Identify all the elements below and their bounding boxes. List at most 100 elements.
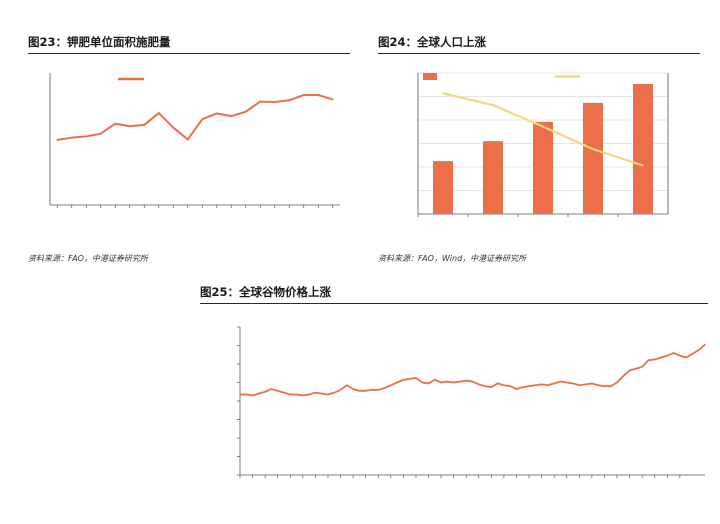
fig23-data-point bbox=[99, 132, 102, 135]
fig25-data-point bbox=[283, 392, 285, 394]
fig23-data-point bbox=[302, 94, 305, 96]
fig25-data-point bbox=[258, 393, 260, 395]
fig25-data-point bbox=[698, 349, 700, 351]
fig25-data-point bbox=[660, 356, 662, 359]
fig25-data-point bbox=[346, 384, 348, 386]
fig23-data-point bbox=[273, 101, 276, 103]
fig25-data-point bbox=[339, 389, 342, 391]
fig25-data-point bbox=[528, 385, 530, 387]
fig23-data-point bbox=[215, 112, 218, 115]
fig25-data-point bbox=[628, 369, 631, 372]
fig25-data-point bbox=[459, 380, 461, 383]
fig25-data-point bbox=[490, 386, 492, 388]
fig25-data-point bbox=[635, 368, 637, 370]
fig24-growth-point bbox=[642, 164, 644, 167]
fig24-bar bbox=[583, 102, 603, 214]
fig25-data-point bbox=[578, 384, 580, 386]
fig25-data-point bbox=[427, 382, 430, 385]
fig25-data-point bbox=[314, 392, 317, 394]
fig23-data-point bbox=[230, 115, 233, 117]
fig25-data-point bbox=[371, 389, 373, 391]
fig25-data-point bbox=[321, 393, 323, 395]
fig25-data-point bbox=[352, 388, 354, 390]
fig25-data-point bbox=[264, 391, 266, 393]
fig25-data-point bbox=[289, 393, 291, 396]
fig24-growth-point bbox=[542, 125, 544, 128]
fig25-series-line bbox=[240, 343, 706, 397]
fig25-data-point bbox=[421, 381, 423, 384]
fig25-data-point bbox=[302, 394, 304, 397]
fig25-data-point bbox=[522, 386, 524, 388]
fig25-data-point bbox=[415, 377, 417, 379]
fig25-title: 图25：全球谷物价格上涨 bbox=[200, 285, 332, 299]
fig25-title-rule bbox=[200, 303, 708, 304]
fig25-data-point bbox=[591, 382, 593, 385]
fig23-data-point bbox=[201, 118, 204, 120]
fig25-data-point bbox=[566, 381, 568, 384]
fig23-data-point bbox=[143, 124, 146, 126]
fig24-growth-point bbox=[442, 92, 444, 95]
fig24-bar bbox=[483, 141, 503, 214]
fig23-source: 资料来源：FAO，中港证券研究所 bbox=[28, 254, 148, 263]
fig25-data-point bbox=[547, 384, 549, 386]
fig25-data-point bbox=[465, 380, 467, 382]
fig25-data-point bbox=[402, 379, 404, 381]
fig25-data-point bbox=[383, 387, 386, 389]
fig25-data-point bbox=[647, 359, 650, 361]
fig24-legend-bar-swatch bbox=[423, 73, 437, 80]
fig25-data-point bbox=[534, 384, 536, 386]
fig23-data-point bbox=[114, 122, 117, 125]
fig23-series-line bbox=[57, 94, 334, 141]
fig23-data-point bbox=[85, 135, 88, 138]
fig25-data-point bbox=[691, 353, 694, 355]
fig25-data-point bbox=[666, 355, 668, 357]
fig25-data-point bbox=[409, 378, 411, 380]
fig25-data-point bbox=[610, 385, 612, 387]
fig25-data-point bbox=[478, 383, 480, 385]
fig23-data-point bbox=[186, 138, 189, 141]
fig25-data-point bbox=[446, 380, 448, 383]
fig23-title: 图23：钾肥单位面积施肥量 bbox=[28, 35, 171, 49]
fig25-data-point bbox=[434, 379, 436, 381]
fig25-data-point bbox=[679, 355, 681, 357]
fig25-data-point bbox=[559, 380, 562, 383]
fig25-data-point bbox=[245, 393, 247, 396]
fig25-data-point bbox=[440, 381, 442, 384]
fig24-title-rule bbox=[378, 53, 700, 54]
fig23-data-point bbox=[172, 126, 175, 129]
fig25-data-point bbox=[497, 382, 499, 385]
fig25-data-point bbox=[333, 392, 335, 394]
fig25-data-point bbox=[572, 382, 574, 385]
fig23-data-point bbox=[331, 98, 334, 101]
fig25-data-point bbox=[553, 382, 555, 385]
fig25-data-point bbox=[471, 380, 474, 383]
fig24-bar bbox=[433, 161, 453, 214]
fig24-bar bbox=[533, 121, 553, 214]
fig25-data-point bbox=[641, 366, 643, 368]
fig25-data-point bbox=[622, 375, 624, 377]
fig24-growth-point bbox=[492, 104, 494, 106]
fig25-data-point bbox=[358, 390, 360, 392]
fig25-data-point bbox=[390, 384, 392, 386]
fig25-data-point bbox=[503, 384, 505, 386]
fig23-data-point bbox=[56, 139, 59, 141]
fig25-data-point bbox=[585, 383, 587, 385]
fig24-source: 资料来源：FAO，Wind，中港证券研究所 bbox=[378, 254, 527, 263]
fig25-data-point bbox=[603, 385, 606, 387]
fig23-data-point bbox=[157, 112, 160, 114]
fig24-title: 图24：全球人口上涨 bbox=[378, 35, 487, 49]
fig23-data-point bbox=[317, 94, 320, 96]
fig25-data-point bbox=[616, 381, 618, 384]
fig25-data-point bbox=[327, 393, 329, 396]
fig25-data-point bbox=[239, 393, 241, 396]
fig25-data-point bbox=[685, 356, 687, 359]
fig25-data-point bbox=[270, 388, 273, 390]
fig23-data-point bbox=[70, 136, 73, 139]
fig25-data-point bbox=[251, 394, 254, 397]
fig24-growth-point bbox=[592, 148, 594, 150]
fig25-data-point bbox=[396, 381, 398, 384]
fig25-data-point bbox=[597, 384, 599, 386]
fig23-data-point bbox=[288, 99, 291, 102]
